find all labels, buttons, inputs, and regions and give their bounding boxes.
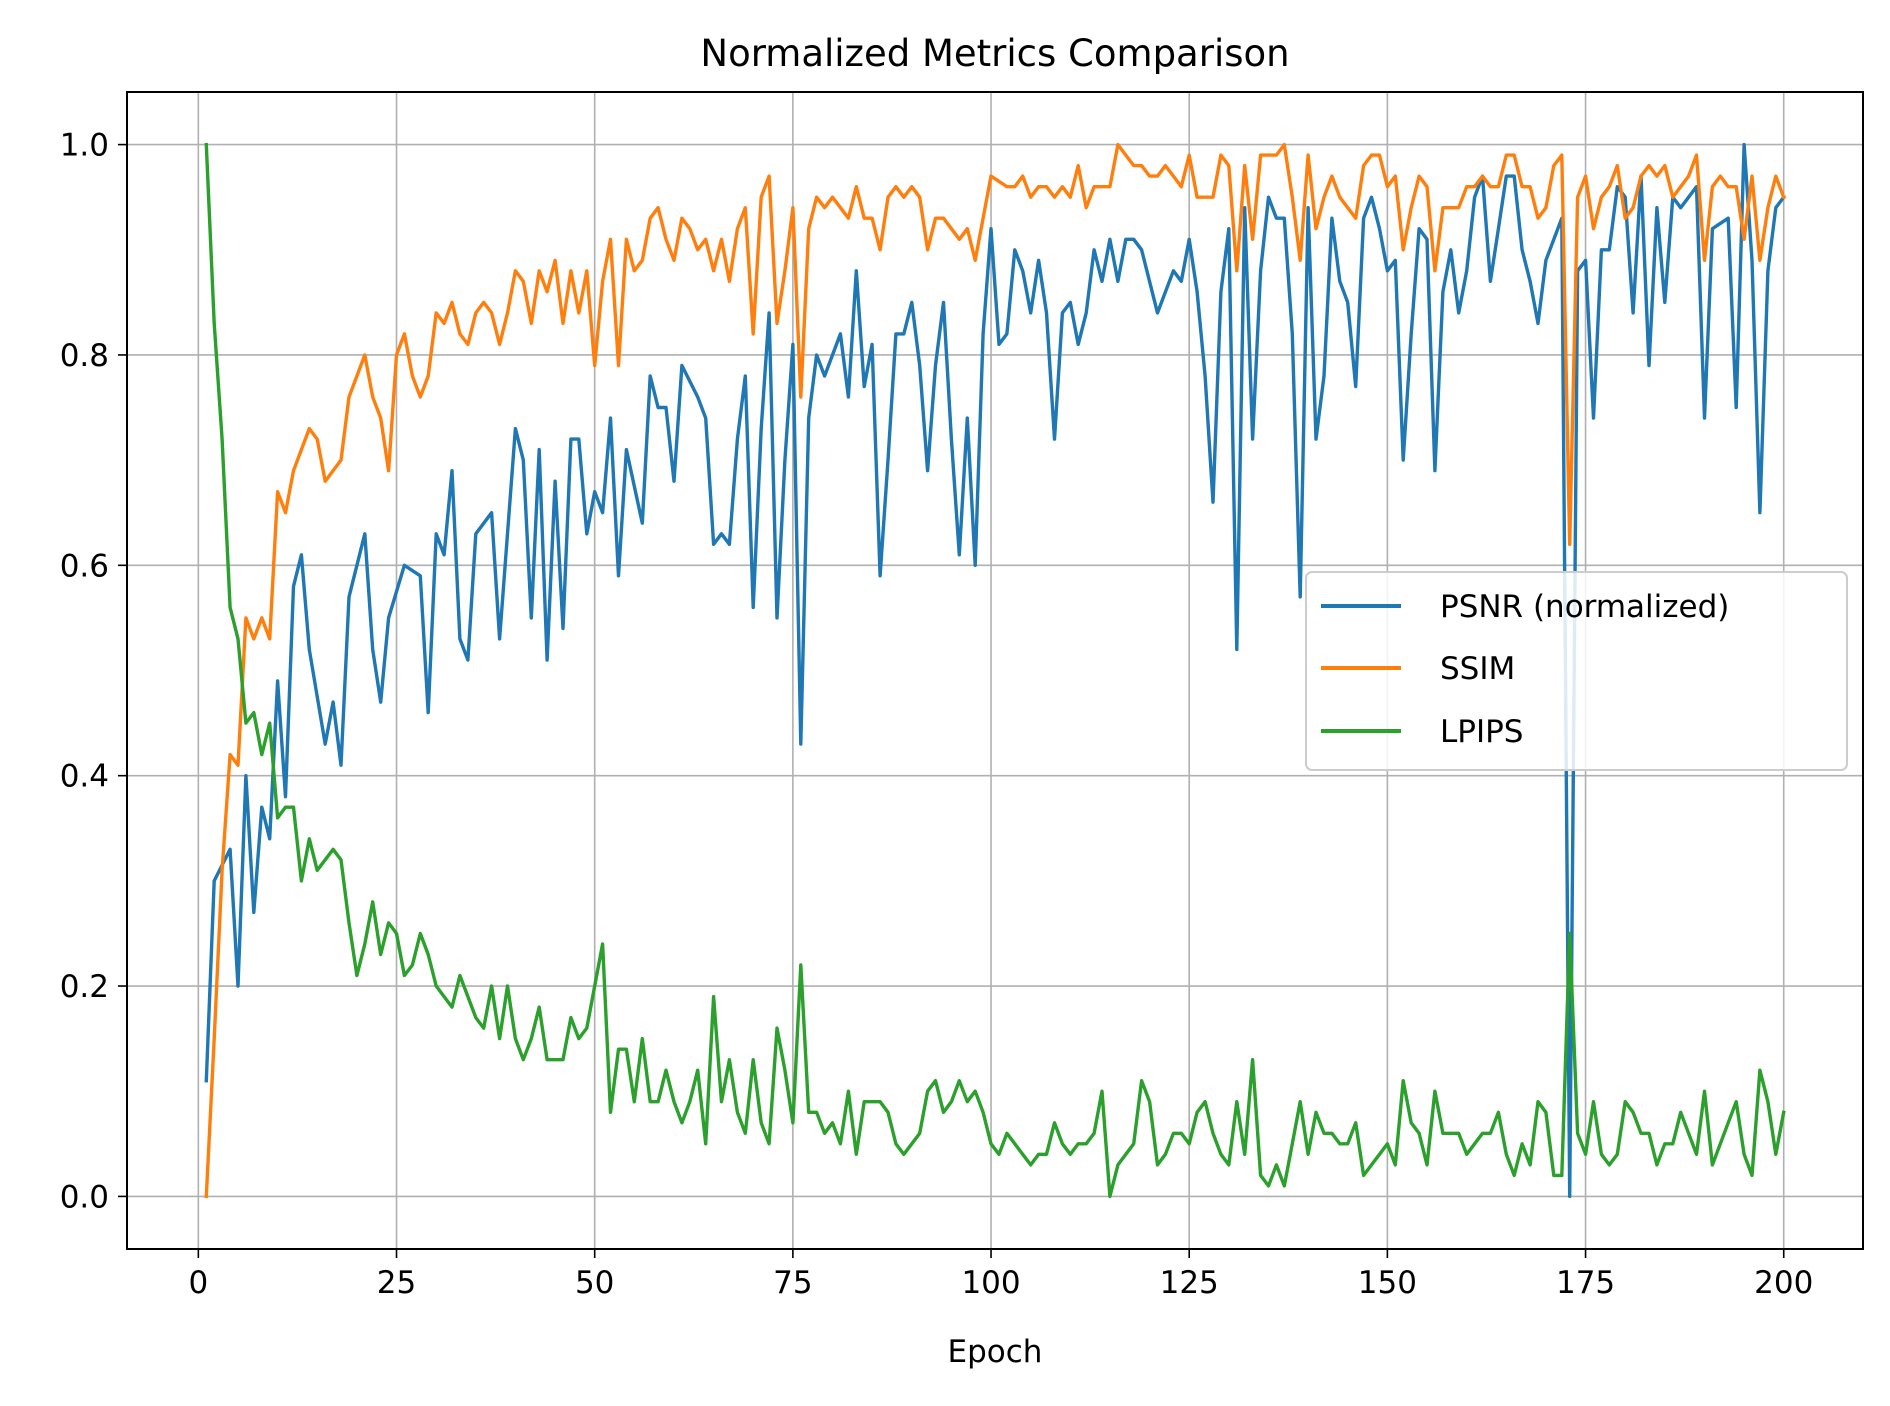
y-tick-label: 0.8	[60, 338, 109, 374]
y-axis-ticks: 0.0 0.2 0.4 0.6 0.8 1.0	[60, 128, 127, 1215]
legend-box	[1305, 571, 1848, 771]
x-axis-label: Epoch	[948, 1334, 1043, 1370]
x-axis-ticks: 0 25 50 75 100 125 150 175 200	[188, 1249, 1813, 1301]
series-line-lpips	[204, 142, 1786, 1199]
series-line-ssim	[204, 142, 1786, 1199]
y-tick-label: 0.6	[60, 548, 109, 584]
x-tick-label: 0	[188, 1265, 208, 1301]
legend-label-lpips: LPIPS	[1440, 714, 1523, 750]
legend: PSNR (normalized) SSIM LPIPS	[1305, 571, 1848, 771]
legend-label-psnr: PSNR (normalized)	[1440, 589, 1729, 625]
y-tick-label: 0.0	[60, 1179, 109, 1215]
x-tick-label: 75	[773, 1265, 812, 1301]
x-tick-label: 25	[377, 1265, 416, 1301]
x-tick-label: 100	[961, 1265, 1020, 1301]
y-tick-label: 0.2	[60, 969, 109, 1005]
x-tick-label: 175	[1556, 1265, 1615, 1301]
x-tick-label: 125	[1160, 1265, 1219, 1301]
x-tick-label: 200	[1754, 1265, 1813, 1301]
plot-frame	[126, 91, 1864, 1250]
legend-label-ssim: SSIM	[1440, 651, 1515, 687]
chart-title: Normalized Metrics Comparison	[700, 32, 1289, 75]
series-line-psnr	[204, 142, 1787, 1199]
series-lines	[204, 142, 1787, 1199]
y-tick-label: 1.0	[60, 128, 109, 164]
x-tick-label: 150	[1358, 1265, 1417, 1301]
y-tick-label: 0.4	[60, 759, 109, 795]
x-tick-label: 50	[575, 1265, 614, 1301]
